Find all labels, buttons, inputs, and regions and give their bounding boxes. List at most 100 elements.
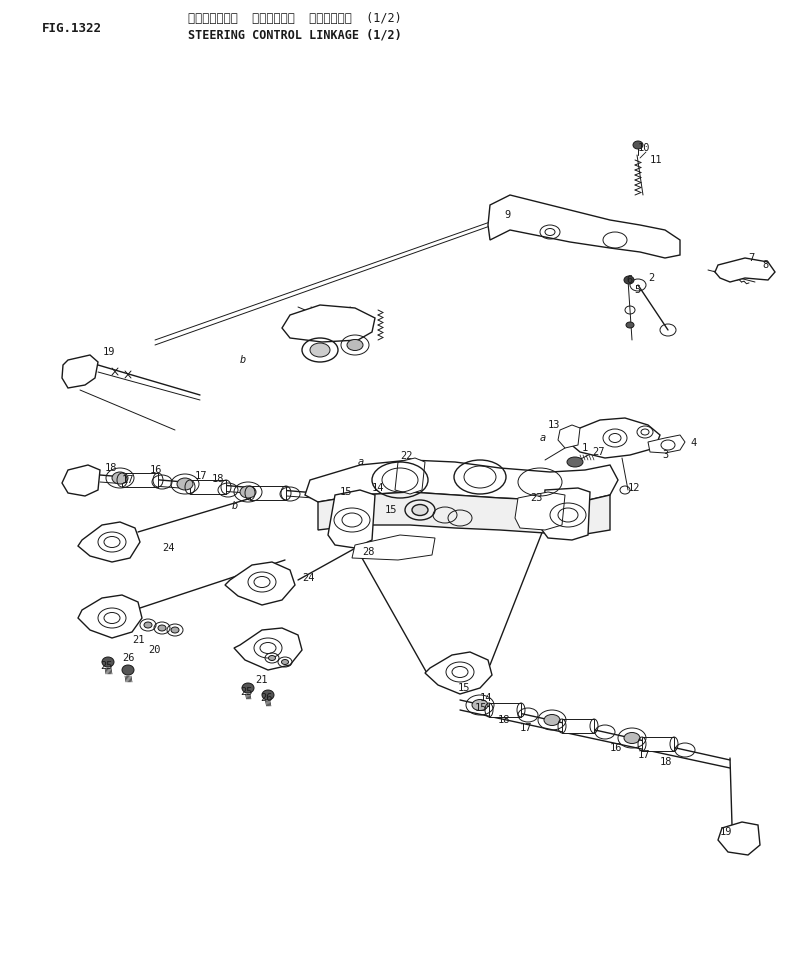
Polygon shape bbox=[282, 305, 375, 342]
Text: 18: 18 bbox=[212, 474, 225, 484]
Text: 17: 17 bbox=[520, 723, 533, 733]
Polygon shape bbox=[718, 822, 760, 855]
Polygon shape bbox=[62, 465, 100, 496]
Text: b: b bbox=[240, 355, 246, 365]
Ellipse shape bbox=[158, 625, 166, 631]
Text: 22: 22 bbox=[400, 451, 413, 461]
Polygon shape bbox=[250, 486, 286, 500]
Polygon shape bbox=[515, 492, 565, 530]
Ellipse shape bbox=[412, 505, 428, 515]
Text: 27: 27 bbox=[592, 447, 604, 457]
Text: 17: 17 bbox=[638, 750, 650, 760]
Polygon shape bbox=[395, 458, 425, 494]
Text: 9: 9 bbox=[504, 210, 510, 220]
Text: a: a bbox=[358, 457, 365, 467]
Text: 8: 8 bbox=[762, 260, 768, 270]
Polygon shape bbox=[305, 460, 618, 502]
Ellipse shape bbox=[171, 627, 179, 633]
Text: 24: 24 bbox=[162, 543, 174, 553]
Text: 5: 5 bbox=[634, 285, 640, 295]
Text: 21: 21 bbox=[132, 635, 144, 645]
Ellipse shape bbox=[633, 141, 643, 149]
Polygon shape bbox=[558, 425, 580, 448]
Text: 17: 17 bbox=[122, 475, 134, 485]
Polygon shape bbox=[562, 719, 594, 733]
Text: 15: 15 bbox=[385, 505, 398, 515]
Polygon shape bbox=[542, 488, 590, 540]
Text: 14: 14 bbox=[480, 693, 492, 703]
Text: 26: 26 bbox=[122, 653, 134, 663]
Ellipse shape bbox=[242, 683, 254, 693]
Ellipse shape bbox=[624, 732, 640, 744]
Text: 19: 19 bbox=[720, 827, 732, 837]
Text: 11: 11 bbox=[650, 155, 663, 165]
Text: STEERING CONTROL LINKAGE (1/2): STEERING CONTROL LINKAGE (1/2) bbox=[188, 28, 402, 42]
Polygon shape bbox=[489, 703, 521, 717]
Polygon shape bbox=[122, 473, 158, 487]
Text: 20: 20 bbox=[148, 645, 160, 655]
Text: 1: 1 bbox=[582, 443, 589, 453]
Text: 15: 15 bbox=[458, 683, 470, 693]
Text: 24: 24 bbox=[302, 573, 315, 583]
Text: 26: 26 bbox=[260, 693, 272, 703]
Ellipse shape bbox=[240, 486, 256, 498]
Ellipse shape bbox=[310, 343, 330, 357]
Text: 10: 10 bbox=[638, 143, 650, 153]
Text: 21: 21 bbox=[255, 675, 267, 685]
Ellipse shape bbox=[347, 339, 363, 350]
Ellipse shape bbox=[282, 659, 289, 664]
Text: 4: 4 bbox=[690, 438, 696, 448]
Polygon shape bbox=[642, 737, 674, 751]
Polygon shape bbox=[425, 652, 492, 694]
Polygon shape bbox=[648, 435, 685, 453]
Text: 14: 14 bbox=[372, 483, 384, 493]
Text: 13: 13 bbox=[548, 420, 560, 430]
Polygon shape bbox=[234, 628, 302, 670]
Ellipse shape bbox=[144, 622, 152, 628]
Polygon shape bbox=[715, 258, 775, 282]
Text: 15: 15 bbox=[475, 703, 488, 713]
Text: 17: 17 bbox=[195, 471, 208, 481]
Ellipse shape bbox=[626, 322, 634, 328]
Ellipse shape bbox=[112, 472, 128, 484]
Ellipse shape bbox=[122, 665, 134, 675]
Text: 12: 12 bbox=[628, 483, 641, 493]
Ellipse shape bbox=[544, 715, 560, 725]
Polygon shape bbox=[190, 480, 226, 494]
Polygon shape bbox=[352, 535, 435, 560]
Polygon shape bbox=[78, 595, 142, 638]
Text: FIG.1322: FIG.1322 bbox=[42, 21, 102, 35]
Text: 23: 23 bbox=[530, 493, 543, 503]
Ellipse shape bbox=[262, 690, 274, 700]
Ellipse shape bbox=[567, 457, 583, 467]
Polygon shape bbox=[225, 562, 295, 605]
Text: 25: 25 bbox=[240, 687, 252, 697]
Text: ステアリング゚  コントロール  リンケージ゚  (1/2): ステアリング゚ コントロール リンケージ゚ (1/2) bbox=[188, 12, 402, 24]
Text: a: a bbox=[540, 433, 546, 443]
Polygon shape bbox=[78, 522, 140, 562]
Text: 25: 25 bbox=[100, 661, 113, 671]
Text: 18: 18 bbox=[660, 757, 672, 767]
Polygon shape bbox=[328, 490, 375, 548]
Text: 16: 16 bbox=[150, 465, 163, 475]
Text: 6: 6 bbox=[626, 275, 632, 285]
Text: 19: 19 bbox=[103, 347, 115, 357]
Ellipse shape bbox=[624, 276, 634, 284]
Ellipse shape bbox=[102, 657, 114, 667]
Ellipse shape bbox=[177, 478, 193, 490]
Polygon shape bbox=[568, 418, 660, 458]
Polygon shape bbox=[488, 195, 680, 258]
Polygon shape bbox=[62, 355, 98, 388]
Text: 2: 2 bbox=[648, 273, 654, 283]
Text: b: b bbox=[232, 501, 238, 511]
Text: 3: 3 bbox=[662, 450, 668, 460]
Text: 18: 18 bbox=[498, 715, 510, 725]
Text: 15: 15 bbox=[340, 487, 353, 497]
Ellipse shape bbox=[268, 656, 275, 660]
Text: 16: 16 bbox=[610, 743, 623, 753]
Text: 7: 7 bbox=[748, 253, 754, 263]
Ellipse shape bbox=[472, 699, 488, 711]
Text: 28: 28 bbox=[362, 547, 375, 557]
Polygon shape bbox=[318, 492, 610, 535]
Text: 18: 18 bbox=[105, 463, 118, 473]
